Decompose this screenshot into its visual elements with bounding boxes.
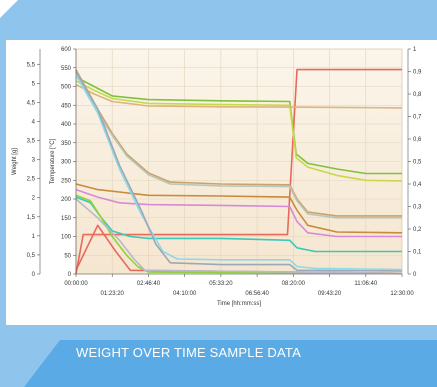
time-tick-label: 06:56:40 <box>245 291 269 297</box>
temperature-tick-label: 350 <box>61 141 72 147</box>
right-tick-label: 0,7 <box>413 115 422 121</box>
temperature-tick-label: 50 <box>64 253 71 259</box>
weight-tick-label: 3,5 <box>27 139 36 145</box>
corner-notch <box>0 0 18 18</box>
chart-svg: 0 0,5 1 1,5 2 2,5 3 3,5 4 4,5 5 5,5 0 50 100 150 200 250… <box>12 47 422 307</box>
time-tick-label: 08:20:00 <box>282 281 306 287</box>
series-line <box>75 194 403 275</box>
time-tick-label: 02:46:40 <box>137 281 161 287</box>
series-line <box>75 74 403 271</box>
time-tick-label: 12:30:00 <box>390 291 414 297</box>
series-line <box>75 68 402 275</box>
right-tick-label: 0,1 <box>413 250 422 256</box>
weight-tick-label: 2,5 <box>27 177 36 183</box>
series-line <box>75 83 403 109</box>
right-tick-label: 1 <box>413 47 417 53</box>
time-tick-label: 11:06:40 <box>354 281 378 287</box>
right-axis: 0 0,1 0,2 0,3 0,4 0,5 0,6 0,7 0,8 0,9 1 <box>407 47 422 278</box>
temperature-axis-label: Temperature [°C] <box>50 138 56 184</box>
right-tick-label: 0,6 <box>413 137 422 143</box>
right-tick-label: 0,9 <box>413 70 422 76</box>
weight-tick-label: 1 <box>32 234 36 240</box>
weight-tick-label: 0 <box>32 272 36 278</box>
right-tick-label: 0,4 <box>413 182 422 188</box>
time-tick-label: 00:00:00 <box>64 281 88 287</box>
caption-title: WEIGHT OVER TIME SAMPLE DATA <box>76 345 301 360</box>
temperature-tick-label: 100 <box>61 235 72 241</box>
temperature-tick-label: 150 <box>61 216 72 222</box>
temperature-tick-label: 450 <box>61 103 72 109</box>
chart-panel: 0 0,5 1 1,5 2 2,5 3 3,5 4 4,5 5 5,5 0 50 100 150 200 250… <box>6 40 437 325</box>
weight-tick-label: 2 <box>32 196 36 202</box>
temperature-tick-label: 300 <box>61 160 72 166</box>
right-tick-label: 0,8 <box>413 92 422 98</box>
series-line <box>75 69 402 217</box>
temperature-tick-label: 500 <box>61 85 72 91</box>
temperature-tick-label: 250 <box>61 178 72 184</box>
time-axis: 00:00:00 02:46:40 05:33:20 08:20:00 11:06:40… <box>64 273 414 297</box>
time-tick-label: 05:33:20 <box>209 281 233 287</box>
series-line <box>75 76 402 175</box>
weight-tick-label: 5 <box>32 81 36 87</box>
temperature-tick-label: 400 <box>61 122 72 128</box>
weight-tick-label: 5,5 <box>27 62 36 68</box>
series-line <box>75 71 402 219</box>
weight-tick-label: 4,5 <box>27 100 36 106</box>
temperature-tick-label: 200 <box>61 197 72 203</box>
weight-tick-label: 4 <box>32 119 36 125</box>
time-tick-label: 01:23:20 <box>101 291 125 297</box>
weight-tick-label: 1,5 <box>27 215 36 221</box>
series-line <box>75 198 403 275</box>
right-tick-label: 0,3 <box>413 205 422 211</box>
temperature-axis: 0 50 100 150 200 250 300 350 400 450 500 550 600 <box>61 47 77 278</box>
series-line <box>75 183 403 234</box>
right-tick-label: 0,5 <box>413 160 422 166</box>
temperature-tick-label: 600 <box>61 47 72 53</box>
weight-tick-label: 3 <box>32 158 36 164</box>
series-line <box>75 188 402 238</box>
time-axis-label: Time [hh:mm:ss] <box>217 301 261 307</box>
time-tick-label: 09:43:20 <box>318 291 342 297</box>
right-tick-label: 0,2 <box>413 227 422 233</box>
temperature-tick-label: 0 <box>68 272 72 278</box>
right-tick-label: 0 <box>413 272 417 278</box>
time-tick-label: 04:10:00 <box>173 291 197 297</box>
series-group <box>75 68 403 275</box>
weight-axis-label: Weight [g] <box>12 148 18 175</box>
series-line <box>75 80 403 182</box>
caption-band <box>24 340 437 387</box>
weight-axis: 0 0,5 1 1,5 2 2,5 3 3,5 4 4,5 5 5,5 <box>27 49 41 278</box>
temperature-tick-label: 550 <box>61 66 72 72</box>
series-line <box>75 71 403 272</box>
weight-tick-label: 0,5 <box>27 253 36 259</box>
